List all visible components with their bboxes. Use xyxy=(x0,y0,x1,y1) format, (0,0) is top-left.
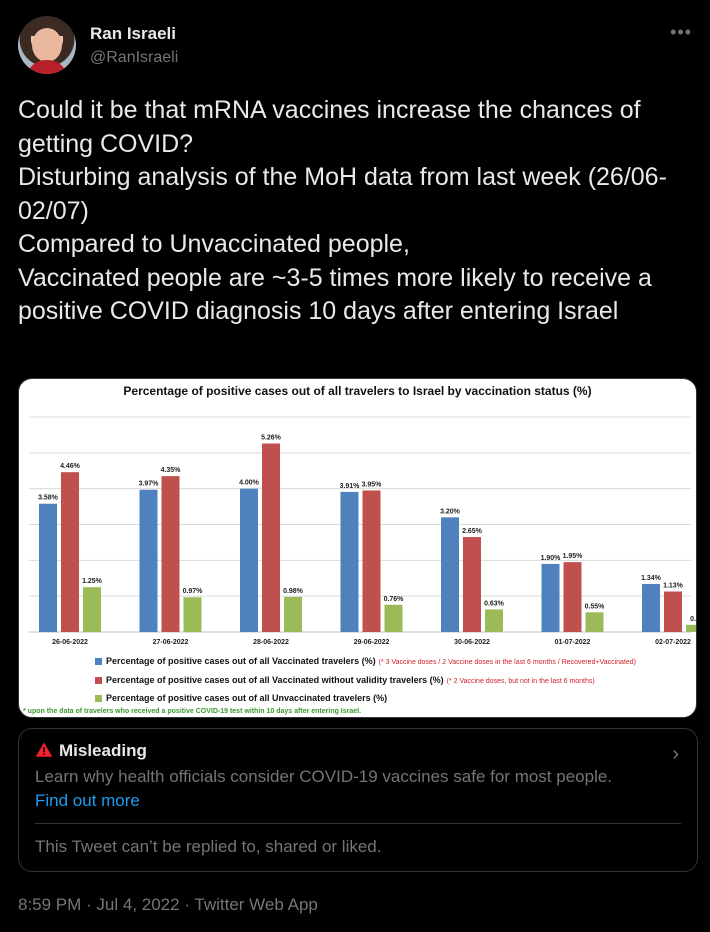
data-label: 0.63% xyxy=(484,600,505,607)
chart-bar xyxy=(441,517,459,632)
avatar[interactable] xyxy=(18,16,76,74)
chart-bar xyxy=(284,596,302,632)
chart-bar xyxy=(686,624,696,632)
chart-bar xyxy=(83,587,101,632)
data-label: 3.20% xyxy=(440,508,461,515)
chart-bar xyxy=(563,562,582,632)
data-label: 0.98% xyxy=(283,588,304,595)
legend-swatch xyxy=(95,677,102,685)
chart-footnote: * upon the data of travelers who receive… xyxy=(23,708,362,715)
data-label: 0.97% xyxy=(183,588,204,595)
data-label: 1.95% xyxy=(563,553,584,560)
x-tick-label: 29-06-2022 xyxy=(354,639,390,646)
chart-bar xyxy=(463,537,481,632)
data-label: 3.95% xyxy=(362,481,383,488)
user-handle[interactable]: @RanIsraeli xyxy=(90,49,179,66)
find-out-more-link[interactable]: Find out more xyxy=(35,791,140,810)
chart-bar xyxy=(642,583,660,632)
chart-bar xyxy=(61,472,79,632)
chart-bar xyxy=(139,489,158,632)
data-label: 4.00% xyxy=(239,480,260,487)
data-label: 3.91% xyxy=(340,483,361,490)
data-label: 3.58% xyxy=(38,495,59,502)
legend-entry: Percentage of positive cases out of all … xyxy=(95,656,636,666)
tweet-text: Could it be that mRNA vaccines increase … xyxy=(18,96,667,325)
chart-bar xyxy=(39,503,57,632)
legend-label: Percentage of positive cases out of all … xyxy=(106,656,376,666)
more-options-icon[interactable]: ••• xyxy=(670,22,692,42)
legend-entry: Percentage of positive cases out of all … xyxy=(95,693,387,703)
chart-bar xyxy=(585,612,604,632)
user-name[interactable]: Ran Israeli xyxy=(90,24,176,43)
tweet-header: Ran Israeli @RanIsraeli ••• xyxy=(18,16,698,76)
legend-label: Percentage of positive cases out of all … xyxy=(106,693,388,703)
legend-swatch xyxy=(95,658,102,666)
tweet-timestamp[interactable]: 8:59 PM · Jul 4, 2022 · Twitter Web App xyxy=(18,895,318,914)
notice-description: Learn why health officials consider COVI… xyxy=(35,767,613,786)
avatar-face xyxy=(32,28,62,62)
chart-bar xyxy=(183,597,202,632)
chart-bar xyxy=(362,490,381,632)
chart-title: Percentage of positive cases out of all … xyxy=(123,384,592,398)
x-tick-label: 30-06-2022 xyxy=(454,639,490,646)
notice-title-row: Misleading xyxy=(35,741,147,761)
notice-restriction-text: This Tweet can’t be replied to, shared o… xyxy=(35,837,382,856)
legend-swatch xyxy=(95,695,102,703)
data-label: 5.26% xyxy=(261,435,282,442)
data-label: 0.55% xyxy=(585,603,606,610)
chart-bar xyxy=(262,443,280,632)
x-tick-label: 28-06-2022 xyxy=(253,639,289,646)
data-label: 1.90% xyxy=(541,555,562,562)
data-label: 1.34% xyxy=(641,575,662,582)
x-tick-label: 02-07-2022 xyxy=(655,639,691,646)
chevron-right-icon[interactable]: › xyxy=(672,743,679,765)
legend-note: (* 2 Vaccine doses, but not in the last … xyxy=(446,678,595,685)
chart-plot: 3.58% 4.46% 1.25% 26-06-2022 3.97%4.35% 0.97%… xyxy=(29,416,697,646)
notice-divider xyxy=(35,823,681,824)
chart-bar xyxy=(240,488,258,632)
data-label: 3.97% xyxy=(139,481,160,488)
data-label: 4.46% xyxy=(60,463,81,470)
data-label: 1.13% xyxy=(663,583,684,590)
chart-bar xyxy=(384,604,403,632)
x-tick-label: 27-06-2022 xyxy=(153,639,189,646)
data-label: 0.76% xyxy=(384,596,405,603)
chart-bar xyxy=(664,591,682,632)
x-tick-label: 01-07-2022 xyxy=(555,639,591,646)
chart-bar xyxy=(161,476,180,632)
legend-note: (* 3 Vaccine doses / 2 Vaccine doses in … xyxy=(378,659,636,666)
data-label: 4.35% xyxy=(161,467,182,474)
data-label: 2.65% xyxy=(462,528,483,535)
avatar-shirt xyxy=(26,60,68,74)
x-tick-label: 26-06-2022 xyxy=(52,639,88,646)
legend-label: Percentage of positive cases out of all … xyxy=(106,675,444,685)
tweet-media-chart[interactable]: Percentage of positive cases out of all … xyxy=(18,378,697,718)
chart-bar xyxy=(485,609,503,632)
misleading-notice[interactable]: Misleading › Learn why health officials … xyxy=(18,728,698,872)
data-label: 0.2 xyxy=(690,616,697,623)
legend-entry: Percentage of positive cases out of all … xyxy=(95,675,595,685)
warning-icon xyxy=(35,742,53,757)
data-label: 1.25% xyxy=(82,578,103,585)
chart-bar xyxy=(541,563,560,632)
chart-bar xyxy=(340,491,359,632)
notice-title: Misleading xyxy=(59,741,147,760)
